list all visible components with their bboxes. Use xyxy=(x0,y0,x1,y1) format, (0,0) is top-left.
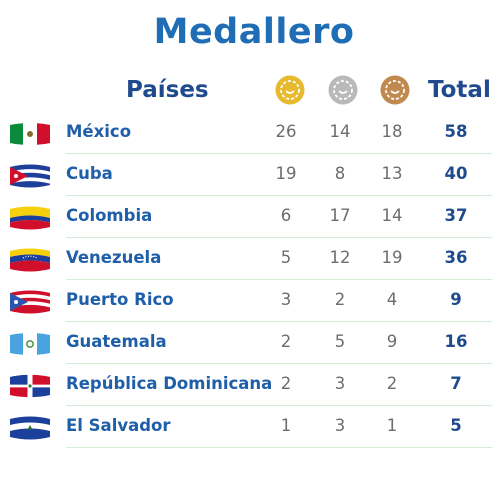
row-divider xyxy=(66,153,492,154)
table-row: Guatemala 2 5 9 16 xyxy=(0,322,500,364)
silver-count: 2 xyxy=(334,290,346,309)
countries-header: Países xyxy=(126,77,209,103)
table-header: Países Total xyxy=(0,72,500,108)
table-row: República Dominicana 2 3 2 7 xyxy=(0,364,500,406)
bronze-medal-icon xyxy=(380,75,410,105)
total-header: Total xyxy=(428,77,491,103)
gold-count: 6 xyxy=(280,206,292,225)
country-name: Colombia xyxy=(66,206,153,225)
country-name: Venezuela xyxy=(66,248,162,267)
bronze-count: 19 xyxy=(381,248,403,267)
country-name: Puerto Rico xyxy=(66,290,174,309)
gold-count: 3 xyxy=(280,290,292,309)
silver-count: 8 xyxy=(334,164,346,183)
cuba-flag-icon xyxy=(8,163,52,189)
bronze-count: 2 xyxy=(386,374,398,393)
total-count: 58 xyxy=(444,122,468,141)
country-name: Cuba xyxy=(66,164,113,183)
gold-count: 5 xyxy=(280,248,292,267)
gold-count: 19 xyxy=(275,164,297,183)
el-salvador-flag-icon xyxy=(8,415,52,441)
table-row: El Salvador 1 3 1 5 xyxy=(0,406,500,448)
table-row: Cuba 19 8 13 40 xyxy=(0,154,500,196)
dominican-republic-flag-icon xyxy=(8,373,52,399)
country-name: México xyxy=(66,122,132,141)
gold-count: 1 xyxy=(280,416,292,435)
total-count: 37 xyxy=(444,206,468,225)
row-divider xyxy=(66,447,492,448)
bronze-count: 9 xyxy=(386,332,398,351)
total-count: 9 xyxy=(450,290,462,309)
total-count: 16 xyxy=(444,332,468,351)
puerto-rico-flag-icon xyxy=(8,289,52,315)
total-count: 36 xyxy=(444,248,468,267)
silver-count: 3 xyxy=(334,374,346,393)
silver-count: 12 xyxy=(329,248,351,267)
row-divider xyxy=(66,363,492,364)
total-count: 40 xyxy=(444,164,468,183)
gold-count: 2 xyxy=(280,332,292,351)
venezuela-flag-icon xyxy=(8,247,52,273)
bronze-count: 1 xyxy=(386,416,398,435)
table-row: México 26 14 18 58 xyxy=(0,112,500,154)
row-divider xyxy=(66,279,492,280)
bronze-count: 4 xyxy=(386,290,398,309)
bronze-count: 18 xyxy=(381,122,403,141)
row-divider xyxy=(66,321,492,322)
row-divider xyxy=(66,405,492,406)
page-title: Medallero xyxy=(153,12,355,52)
silver-medal-icon xyxy=(328,75,358,105)
mexico-flag-icon xyxy=(8,121,52,147)
colombia-flag-icon xyxy=(8,205,52,231)
silver-count: 3 xyxy=(334,416,346,435)
guatemala-flag-icon xyxy=(8,331,52,357)
row-divider xyxy=(66,195,492,196)
table-row: Puerto Rico 3 2 4 9 xyxy=(0,280,500,322)
country-name: El Salvador xyxy=(66,416,171,435)
medal-rows: México 26 14 18 58 Cuba 19 8 13 xyxy=(0,112,500,448)
gold-medal-icon xyxy=(275,75,305,105)
country-name: Guatemala xyxy=(66,332,167,351)
table-row: Venezuela 5 12 19 36 xyxy=(0,238,500,280)
gold-count: 2 xyxy=(280,374,292,393)
total-count: 5 xyxy=(450,416,462,435)
silver-count: 14 xyxy=(329,122,351,141)
gold-count: 26 xyxy=(275,122,297,141)
silver-count: 17 xyxy=(329,206,351,225)
bronze-count: 14 xyxy=(381,206,403,225)
table-row: Colombia 6 17 14 37 xyxy=(0,196,500,238)
country-name: República Dominicana xyxy=(66,374,273,393)
row-divider xyxy=(66,237,492,238)
silver-count: 5 xyxy=(334,332,346,351)
bronze-count: 13 xyxy=(381,164,403,183)
total-count: 7 xyxy=(450,374,462,393)
